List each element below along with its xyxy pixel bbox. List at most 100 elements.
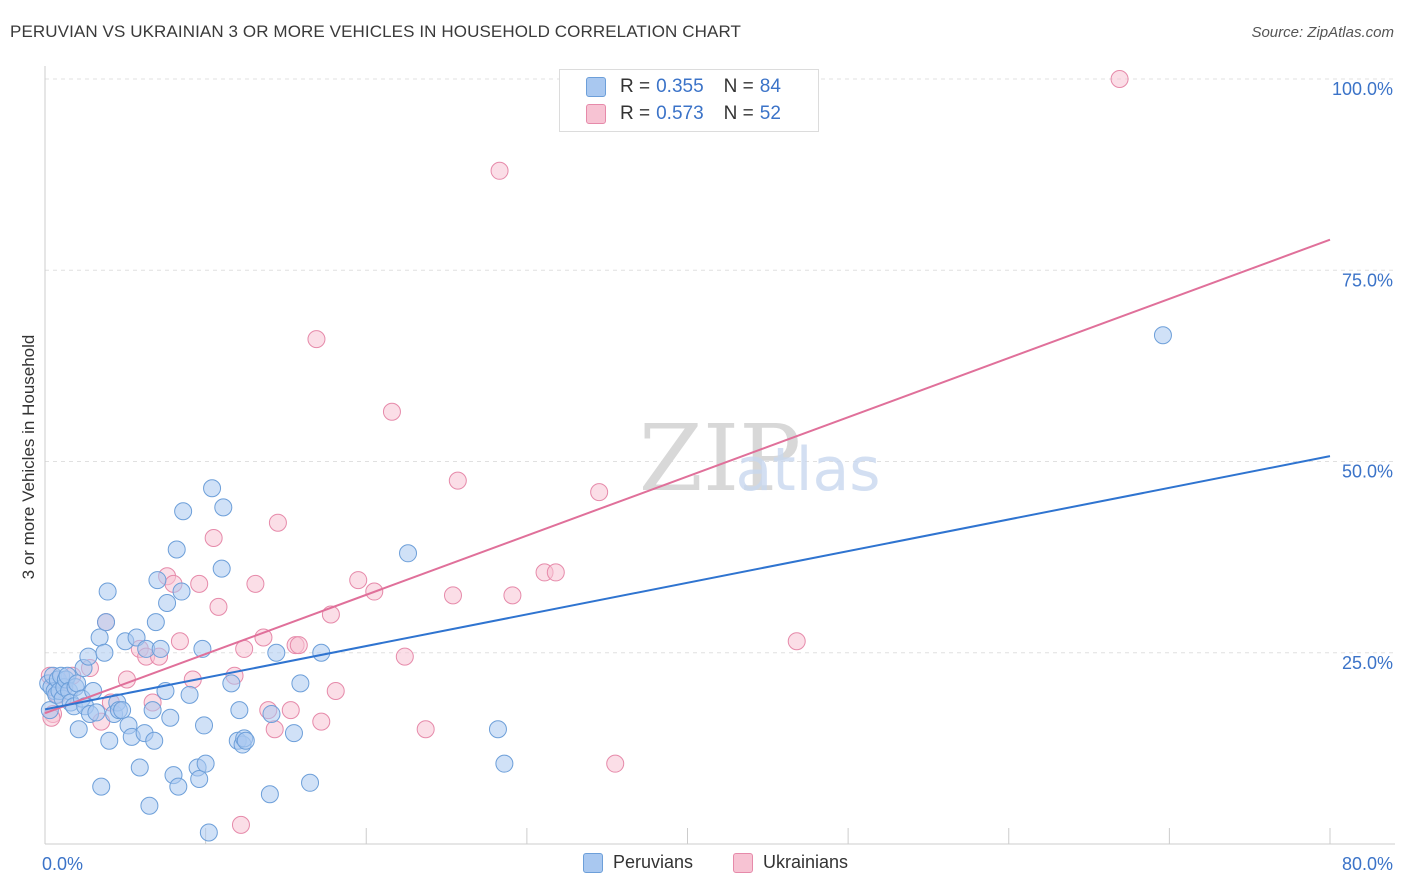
ukrainian-point (209, 597, 228, 616)
x-tick-label-min: 0.0% (42, 854, 83, 874)
peruvian-point (95, 643, 114, 662)
y-tick-label: 75.0% (1342, 270, 1393, 290)
peruvian-point (284, 724, 303, 743)
peruvian-point (68, 674, 87, 693)
peruvian-point (148, 571, 167, 590)
peruvian-point (87, 703, 106, 722)
peruvian-point (212, 559, 231, 578)
ukrainian-point (490, 161, 509, 180)
ukrainian-point (546, 563, 565, 582)
ukrainian-point (190, 574, 209, 593)
peruvian-point (92, 777, 111, 796)
peruvian-point (214, 498, 233, 517)
peruvian-swatch (586, 77, 606, 97)
n-label: N = (723, 103, 754, 124)
ukrainian-point (307, 330, 326, 349)
peruvian-point (174, 502, 193, 521)
ukrainian-point (349, 571, 368, 590)
peruvian-point (495, 754, 514, 773)
peruvian-point (79, 647, 98, 666)
peruvian-point (203, 479, 222, 498)
y-tick-label: 50.0% (1342, 462, 1393, 482)
r-label: R = (620, 76, 651, 97)
ukrainian-point (416, 720, 435, 739)
peruvian-point (130, 758, 149, 777)
ukrainian-point (170, 632, 189, 651)
peruvian-point (100, 731, 119, 750)
peruvian-point (98, 582, 117, 601)
peruvian-point (140, 796, 159, 815)
r-label: R = (620, 103, 651, 124)
ukrainian-point (312, 712, 331, 731)
source-label: Source: ZipAtlas.com (1251, 24, 1394, 41)
y-tick-label: 25.0% (1342, 653, 1393, 673)
peruvian-point (145, 731, 164, 750)
r-value: 0.355 (656, 76, 704, 97)
ukrainian-trendline (44, 238, 1331, 715)
ukrainian-point (326, 682, 345, 700)
ukrainian-point (590, 483, 609, 502)
legend-item-peruvians: Peruvians (583, 852, 693, 873)
ukrainian-point (204, 529, 223, 547)
peruvian-point (169, 777, 188, 796)
peruvian-point (488, 720, 507, 739)
legend-row-peruvians: R = 0.355 N = 84 (586, 75, 781, 99)
ukrainian-point (231, 815, 250, 834)
peruvian-point (127, 628, 146, 647)
n-value: 84 (759, 76, 781, 97)
n-label: N = (723, 76, 754, 97)
watermark-zip: ZIP (639, 405, 801, 512)
ukrainian-point (395, 647, 414, 666)
peruvian-point (399, 544, 418, 563)
peruvian-point (151, 639, 170, 658)
peruvian-point (158, 594, 177, 613)
peruvian-point (146, 613, 165, 632)
peruvian-point (180, 685, 199, 704)
legend-item-ukrainians: Ukrainians (733, 852, 848, 873)
tick-labels: 25.0% 50.0% 75.0% 100.0% 0.0% 80.0% 3 or more … (19, 79, 1393, 874)
grid (45, 78, 1395, 654)
legend-label-ukrainians: Ukrainians (763, 852, 849, 872)
ukrainian-swatch (586, 104, 606, 124)
stats-legend: R = 0.355 N = 84 R = 0.573 N = 52 (559, 69, 819, 132)
peruvian-point (236, 731, 255, 750)
legend-label-peruvians: Peruvians (613, 852, 694, 872)
peruvian-point (230, 701, 249, 720)
peruvian-point (267, 643, 286, 662)
ukrainian-legend-swatch (733, 852, 753, 873)
peruvian-point (113, 701, 132, 720)
peruvian-point (199, 823, 218, 842)
y-tick-label: 100.0% (1332, 79, 1393, 99)
peruvian-point (172, 582, 191, 601)
peruvian-point (69, 720, 88, 739)
ukrainian-point (443, 586, 462, 605)
n-value: 52 (759, 103, 781, 124)
peruvian-points (39, 326, 1172, 842)
ukrainian-point (382, 402, 401, 421)
peruvian-point (161, 708, 180, 727)
ukrainian-point (448, 471, 467, 490)
trendlines (44, 238, 1331, 715)
r-value: 0.573 (656, 103, 704, 124)
peruvian-point (190, 769, 209, 788)
peruvian-point (195, 716, 214, 735)
peruvian-point (301, 773, 320, 792)
peruvian-point (90, 628, 109, 647)
ukrainian-point (1110, 70, 1129, 88)
ukrainian-point (606, 754, 625, 773)
y-axis-title: 3 or more Vehicles in Household (19, 335, 38, 580)
chart-title: PERUVIAN VS UKRAINIAN 3 OR MORE VEHICLES… (10, 22, 741, 41)
peruvian-point (260, 785, 279, 804)
x-tick-label-max: 80.0% (1342, 854, 1393, 874)
peruvian-trendline (44, 455, 1331, 711)
ukrainian-point (246, 574, 265, 593)
peruvian-point (143, 701, 162, 720)
peruvian-point (97, 613, 116, 632)
peruvian-point (262, 704, 281, 723)
ukrainian-point (265, 720, 284, 739)
legend-row-ukrainians: R = 0.573 N = 52 (586, 102, 781, 126)
watermark-atlas: atlas (736, 435, 881, 505)
peruvian-legend-swatch (583, 852, 603, 873)
peruvian-point (167, 540, 186, 559)
